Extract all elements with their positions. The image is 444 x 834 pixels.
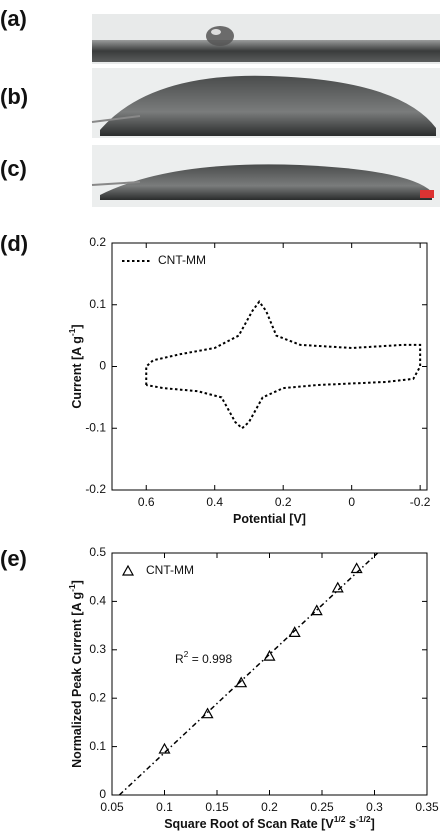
data-point	[201, 707, 214, 719]
x-tick-label: 0.2	[261, 800, 278, 814]
x-axis-label-part: ]	[371, 817, 375, 831]
data-point	[158, 742, 171, 754]
data-line	[145, 299, 422, 430]
panel-label: (a)	[0, 6, 27, 31]
legend-label: CNT-MM	[146, 563, 194, 577]
y-tick-label: 0.1	[89, 297, 106, 311]
panel-label: (b)	[0, 84, 28, 109]
data-point	[288, 626, 301, 637]
x-tick-label: 0.05	[100, 800, 124, 814]
panel-label: (d)	[0, 231, 28, 256]
photo-c	[91, 145, 440, 207]
legend-swatch	[121, 564, 135, 576]
x-tick-label: 0.1	[156, 800, 173, 814]
data-point	[263, 649, 276, 661]
y-tick-label: 0.3	[89, 642, 106, 656]
x-axis-label: Square Root of Scan Rate [V1/2 s-1/2]	[164, 814, 375, 831]
x-tick-label: 0.3	[366, 800, 383, 814]
y-tick-label: 0	[99, 359, 106, 373]
photo-b	[91, 68, 440, 138]
x-axis-label: Potential [V]	[233, 512, 306, 526]
y-tick-label: 0.1	[89, 739, 106, 753]
x-axis-label-part: Square Root of Scan Rate [V	[164, 817, 334, 831]
x-tick-label: 0.2	[275, 495, 292, 509]
fit-line	[118, 552, 379, 796]
x-axis-label-part: s	[346, 817, 356, 831]
y-axis-label-part: -1	[67, 328, 77, 336]
y-axis-label-part: ]	[70, 324, 84, 328]
y-tick-label: 0.5	[89, 545, 106, 559]
data-point	[310, 604, 323, 616]
x-axis-label-part: Potential [V]	[233, 512, 306, 526]
y-tick-label: -0.2	[85, 482, 106, 496]
x-tick-label: 0.4	[206, 495, 223, 509]
y-tick-label: 0.4	[89, 594, 106, 608]
annotation-part: R	[175, 652, 184, 666]
data-point	[331, 581, 344, 593]
panel-label: (e)	[0, 546, 27, 571]
y-axis-label-part: ]	[70, 580, 84, 584]
x-tick-label: -0.2	[410, 495, 431, 509]
x-tick-label: 0.25	[310, 800, 334, 814]
y-axis-label: Current [A g-1]	[67, 324, 84, 408]
data-point	[235, 676, 248, 688]
y-axis-label: Normalized Peak Current [A g-1]	[67, 580, 84, 768]
legend-label: CNT-MM	[158, 253, 206, 267]
y-axis-label-part: -1	[67, 584, 77, 592]
x-axis-label-part: 1/2	[334, 814, 346, 824]
annotation-part: 2	[184, 649, 189, 659]
y-tick-label: -0.1	[85, 420, 106, 434]
y-tick-label: 0	[99, 787, 106, 801]
plot-frame	[111, 552, 428, 796]
x-tick-label: 0	[348, 495, 355, 509]
y-axis-label-part: Current [A g	[70, 336, 84, 408]
photo-a	[92, 14, 440, 64]
y-tick-label: 0.2	[89, 690, 106, 704]
x-tick-label: 0.15	[205, 800, 229, 814]
panel-label: (c)	[0, 156, 27, 181]
y-axis-label-part: Normalized Peak Current [A g	[70, 592, 84, 768]
x-tick-label: 0.6	[138, 495, 155, 509]
plot-frame	[111, 242, 428, 491]
x-tick-label: 0.35	[415, 800, 439, 814]
y-tick-label: 0.2	[89, 235, 106, 249]
data-point	[350, 562, 363, 574]
annotation: R2 = 0.998	[175, 649, 232, 666]
x-axis-label-part: -1/2	[356, 814, 371, 824]
annotation-part: = 0.998	[188, 652, 232, 666]
